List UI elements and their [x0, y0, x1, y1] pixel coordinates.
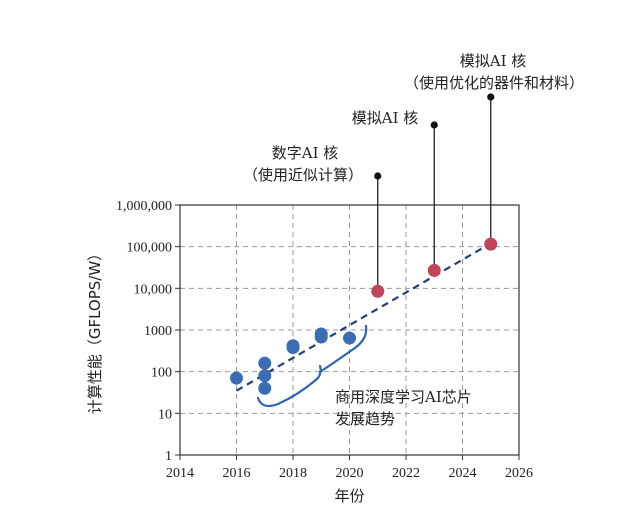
annotation-text: 模拟AI 核 [460, 52, 527, 70]
annotation-text: （使用近似计算） [243, 166, 363, 184]
data-point [258, 369, 272, 383]
y-tick-label: 1,000,000 [116, 199, 172, 214]
data-point [286, 341, 300, 355]
x-tick-label: 2016 [223, 466, 251, 481]
annotation-text: 数字AI 核 [272, 144, 339, 162]
annotation-dot [374, 172, 382, 180]
x-tick-label: 2024 [449, 466, 477, 481]
data-point [314, 330, 328, 344]
annotation-text: 模拟AI 核 [352, 109, 419, 127]
trend-annotation-text: 发展趋势 [335, 410, 395, 428]
trend-line [235, 242, 492, 392]
annotation-dot [430, 121, 438, 129]
data-point [258, 356, 272, 370]
data-point [258, 381, 272, 395]
x-tick-label: 2020 [336, 466, 364, 481]
data-point [427, 263, 441, 277]
y-tick-label: 1 [165, 449, 172, 464]
y-tick-label: 10 [158, 407, 172, 422]
y-tick-label: 10,000 [134, 282, 173, 297]
data-point [484, 237, 498, 251]
annotation-dot [487, 93, 495, 101]
x-tick-label: 2026 [505, 466, 533, 481]
data-point [371, 284, 385, 298]
y-tick-label: 100,000 [127, 241, 173, 256]
x-axis-title: 年份 [334, 487, 364, 505]
x-tick-label: 2014 [166, 466, 194, 481]
y-tick-label: 1000 [144, 324, 172, 339]
x-tick-label: 2018 [279, 466, 307, 481]
y-axis-title: 计算性能（GFLOPS/W） [86, 246, 104, 414]
trend-brace [256, 324, 368, 408]
data-point [230, 371, 243, 385]
data-point [343, 331, 356, 345]
annotation-text: （使用优化的器件和材料） [404, 74, 584, 92]
trend-annotation-text: 商用深度学习AI芯片 [335, 388, 472, 406]
x-tick-label: 2022 [392, 466, 420, 481]
y-tick-label: 100 [151, 366, 172, 381]
